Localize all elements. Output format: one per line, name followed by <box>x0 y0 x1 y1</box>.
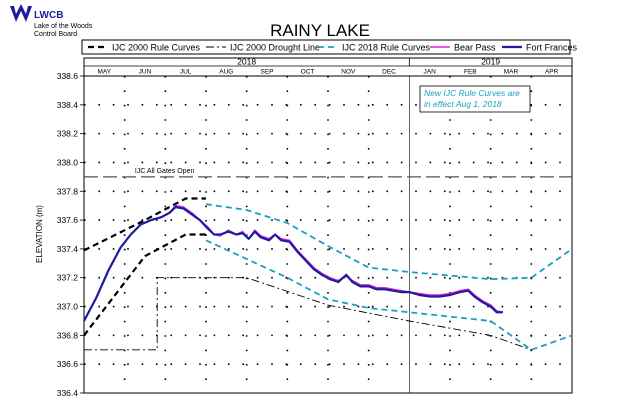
month-label-11: APR <box>545 69 559 76</box>
year-label-1: 2019 <box>481 57 500 67</box>
legend-label-0: IJC 2000 Rule Curves <box>112 43 201 53</box>
series-line-0-0 <box>83 197 206 252</box>
y-tick-label-3: 338.0 <box>57 157 79 167</box>
month-label-5: OCT <box>301 69 315 76</box>
series-line-1-0 <box>84 277 532 351</box>
y-axis-label: ELEVATION (m) <box>35 205 44 263</box>
y-tick-label-4: 337.8 <box>57 186 79 196</box>
y-tick-label-5: 337.6 <box>57 215 79 225</box>
series-line-0-1 <box>83 233 206 337</box>
legend-label-3: Bear Pass <box>454 43 496 53</box>
logo-line2: Control Board <box>34 31 77 38</box>
legend-frame <box>81 39 571 55</box>
chart-title: RAINY LAKE <box>270 21 370 40</box>
y-tick-label-9: 336.8 <box>57 330 79 340</box>
legend-label-1: IJC 2000 Drought Line <box>230 43 320 53</box>
gates-open-label: IJC All Gates Open <box>135 168 195 175</box>
series-line-2-0 <box>205 203 573 281</box>
y-tick-label-1: 338.4 <box>57 100 79 110</box>
logo-line1: Lake of the Woods <box>34 23 93 30</box>
plot-area: IJC All Gates Open 338.6 338.4 338.2 338.0 3… <box>57 71 573 398</box>
y-tick-label-8: 337.0 <box>57 302 79 312</box>
rule-curve-note: New IJC Rule Curves are in effect Aug 1,… <box>419 85 531 113</box>
legend-label-2: IJC 2018 Rule Curves <box>342 43 431 53</box>
month-label-2: JUL <box>180 69 192 76</box>
y-tick-label-11: 336.4 <box>57 388 79 398</box>
logo-wave-icon <box>10 4 32 22</box>
note-line1: New IJC Rule Curves are <box>424 88 520 98</box>
month-label-8: JAN <box>424 69 437 76</box>
legend-label-4: Fort Frances <box>526 43 578 53</box>
y-tick-label-0: 338.6 <box>57 71 79 81</box>
series-line-4-0 <box>83 206 503 322</box>
timeline-header: 2018 2019 MAY JUN JUL AUG SEP OCT NOV DEC JAN FEB M… <box>83 57 573 77</box>
month-label-10: MAR <box>504 69 519 76</box>
month-label-0: MAY <box>98 69 112 76</box>
note-box <box>419 85 531 113</box>
y-tick-label-2: 338.2 <box>57 129 79 139</box>
month-label-9: FEB <box>464 69 477 76</box>
note-line2: in effect Aug 1, 2018 <box>424 99 502 109</box>
lwcb-logo: LWCB Lake of the Woods Control Board <box>10 4 93 38</box>
series-line-2-1 <box>205 239 573 351</box>
month-label-6: NOV <box>341 69 356 76</box>
month-label-3: AUG <box>219 69 233 76</box>
y-tick-label-10: 336.6 <box>57 359 79 369</box>
month-label-1: JUN <box>139 69 152 76</box>
year-label-0: 2018 <box>237 57 256 67</box>
legend: IJC 2000 Rule Curves IJC 2000 Drought Lin… <box>81 39 578 55</box>
y-tick-label-6: 337.4 <box>57 244 79 254</box>
y-tick-label-7: 337.2 <box>57 273 79 283</box>
logo-acronym: LWCB <box>34 10 63 21</box>
month-label-4: SEP <box>260 69 273 76</box>
month-label-7: DEC <box>382 69 396 76</box>
